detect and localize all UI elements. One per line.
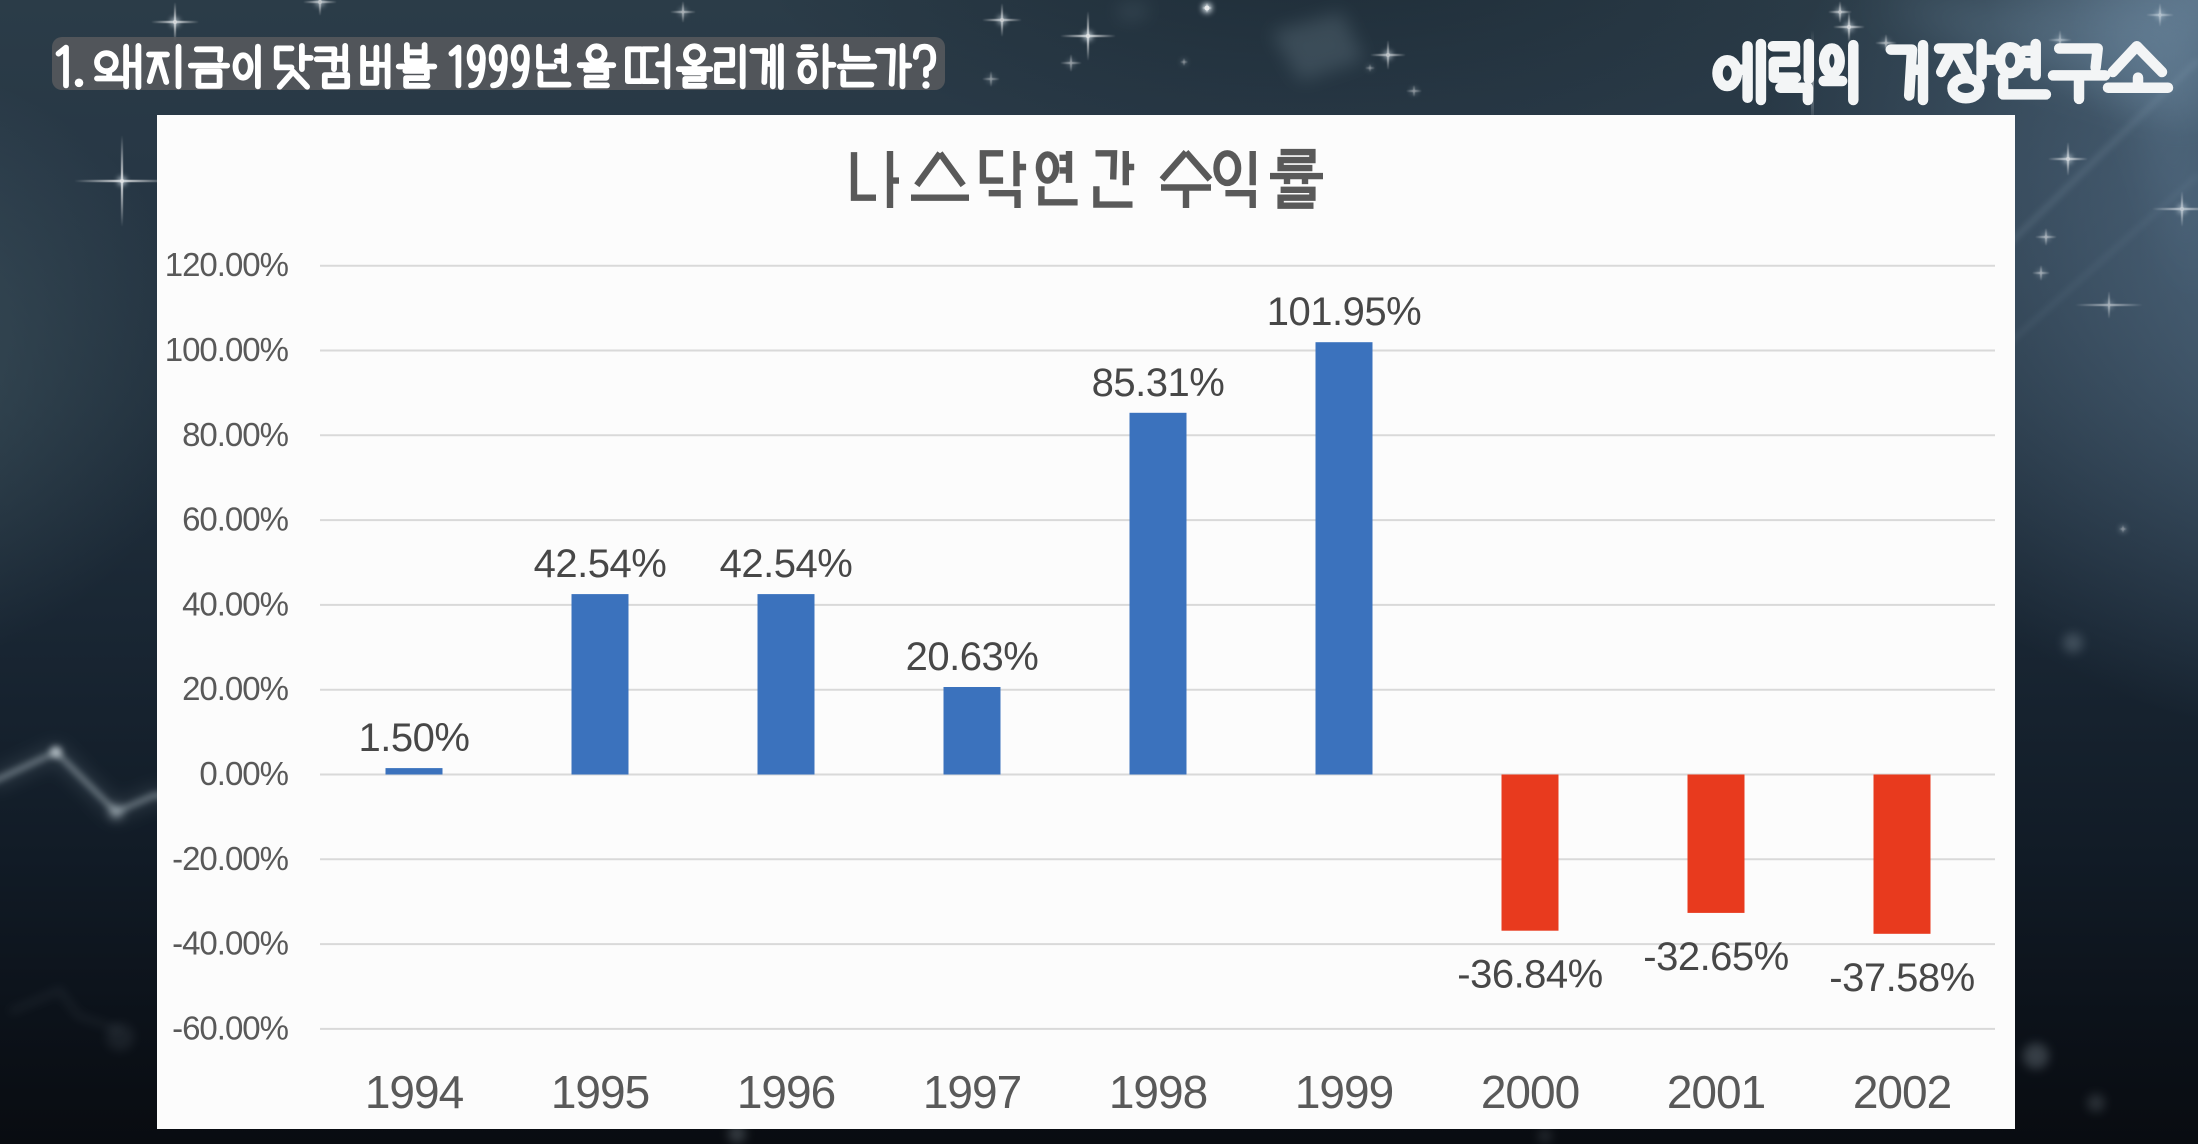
svg-text:42.54%: 42.54% <box>720 542 853 586</box>
svg-text:1998: 1998 <box>1109 1066 1207 1118</box>
svg-text:40.00%: 40.00% <box>182 585 289 622</box>
svg-text:20.63%: 20.63% <box>906 635 1039 679</box>
svg-text:1994: 1994 <box>365 1066 464 1118</box>
svg-text:1.50%: 1.50% <box>359 716 470 760</box>
svg-text:1996: 1996 <box>737 1066 835 1118</box>
svg-text:-32.65%: -32.65% <box>1643 935 1788 979</box>
svg-text:-37.58%: -37.58% <box>1829 956 1974 1000</box>
svg-text:-60.00%: -60.00% <box>172 1009 289 1046</box>
svg-text:2000: 2000 <box>1481 1066 1579 1118</box>
svg-text:120.00%: 120.00% <box>165 246 289 283</box>
svg-text:-20.00%: -20.00% <box>172 840 289 877</box>
svg-text:2001: 2001 <box>1667 1066 1765 1118</box>
svg-text:100.00%: 100.00% <box>165 331 289 368</box>
svg-text:20.00%: 20.00% <box>182 670 289 707</box>
svg-text:-36.84%: -36.84% <box>1457 953 1602 997</box>
svg-text:85.31%: 85.31% <box>1092 361 1225 405</box>
svg-text:-40.00%: -40.00% <box>172 925 289 962</box>
svg-text:1995: 1995 <box>551 1066 649 1118</box>
svg-text:80.00%: 80.00% <box>182 416 289 453</box>
svg-text:42.54%: 42.54% <box>534 542 667 586</box>
svg-text:1999: 1999 <box>1295 1066 1393 1118</box>
svg-text:60.00%: 60.00% <box>182 501 289 538</box>
svg-text:1997: 1997 <box>923 1066 1021 1118</box>
svg-text:101.95%: 101.95% <box>1267 290 1421 334</box>
svg-text:0.00%: 0.00% <box>199 755 288 792</box>
svg-text:2002: 2002 <box>1853 1066 1951 1118</box>
